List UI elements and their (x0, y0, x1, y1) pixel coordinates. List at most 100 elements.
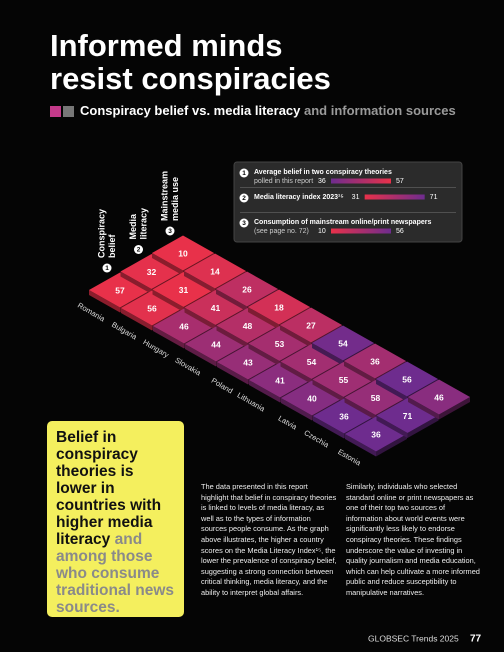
tile-side (344, 361, 375, 384)
title: resist conspiracies (50, 61, 331, 96)
tile-top (184, 253, 246, 289)
tile-top (312, 325, 374, 361)
value-label: 58 (371, 393, 381, 403)
tile-side (312, 379, 344, 402)
legend-min: 31 (352, 194, 360, 201)
tile-side (184, 271, 215, 294)
number-badge (239, 168, 249, 178)
tile-side (249, 380, 280, 403)
legend-bar (331, 228, 391, 234)
legend-max: 71 (430, 194, 438, 201)
tile-side (248, 307, 279, 330)
legend-min: 36 (318, 178, 326, 185)
value-label: 54 (307, 357, 317, 367)
tile-side (248, 343, 280, 366)
highlight-rest: and among those who consume traditional … (56, 531, 174, 616)
value-label: 71 (403, 411, 413, 421)
tile-side (376, 415, 408, 438)
tile-side (407, 415, 439, 438)
column-header: Media (128, 213, 138, 240)
tile-side (376, 379, 407, 402)
number-label: 3 (242, 220, 246, 227)
value-label: 10 (178, 248, 188, 258)
legend-label: (see page no. 72) (254, 228, 309, 235)
country-label: Slovakia (173, 355, 203, 377)
tile-side (152, 253, 183, 276)
column-header: Mainstream (159, 171, 169, 221)
value-label: 57 (115, 285, 125, 295)
tile-side (217, 362, 248, 385)
value-label: 31 (179, 285, 189, 295)
value-label: 18 (274, 302, 284, 312)
legend-label: polled in this report (254, 178, 313, 185)
country-label: Czechia (303, 428, 332, 450)
number-label: 2 (137, 247, 141, 254)
tile-side (344, 397, 376, 420)
value-label: 14 (210, 266, 220, 276)
value-label: 26 (242, 284, 252, 294)
legend-bar (364, 194, 425, 200)
country-label: Latvia (277, 414, 300, 432)
tile-side (89, 290, 120, 313)
number-badge (165, 226, 175, 236)
tile-side (216, 325, 248, 348)
body-text: Similarly, individuals who selected stan… (346, 482, 480, 597)
value-label: 46 (179, 321, 189, 331)
value-label: 53 (275, 339, 285, 349)
number-badge (102, 263, 112, 273)
tile-top (152, 235, 214, 271)
legend-label: Media literacy index 2023¹⁵ (254, 194, 344, 201)
legend-label-bold: Average belief in two conspiracy theorie… (254, 169, 392, 176)
legend-min: 10 (318, 228, 326, 235)
number-label: 2 (242, 195, 246, 202)
legend-max: 56 (396, 228, 404, 235)
tile-side (312, 343, 343, 366)
highlight-bold: Belief in conspiracy theories is lower i… (56, 429, 162, 548)
value-label: 54 (338, 338, 348, 348)
value-label: 40 (307, 393, 317, 403)
value-label: 36 (370, 356, 380, 366)
tile-side (121, 308, 152, 331)
value-label: 41 (275, 375, 285, 385)
value-label: 56 (147, 303, 157, 313)
footer-source: GLOBSEC Trends 2025 (368, 633, 459, 643)
value-label: 36 (339, 411, 349, 421)
number-label: 3 (168, 228, 172, 235)
legend-label-bold: Media literacy index 2023¹⁵ (254, 194, 344, 201)
tile-side (345, 434, 376, 457)
icon (63, 106, 74, 117)
tile-side (280, 325, 311, 348)
number-label: 1 (242, 170, 246, 177)
legend-bar (331, 178, 391, 184)
legend-label-rest: (see page no. 72) (254, 228, 309, 235)
tile-side (280, 361, 312, 384)
legend-label-bold: Consumption of mainstream online/print n… (254, 219, 431, 226)
column-header: belief (107, 233, 117, 258)
legend-max: 57 (396, 178, 404, 185)
tile-side (376, 434, 407, 457)
tile-side (184, 307, 216, 330)
tile-side (152, 289, 184, 312)
tile-top (280, 307, 342, 343)
subtitle-rest: and information sources (304, 103, 456, 118)
value-label: 43 (243, 357, 253, 367)
tile (408, 379, 470, 420)
value-label: 32 (147, 267, 157, 277)
value-label: 44 (211, 339, 221, 349)
tile-top (344, 343, 406, 379)
number-badge (134, 245, 143, 254)
tile-side (313, 416, 344, 439)
tile-top (408, 379, 470, 415)
tile-side (408, 397, 439, 420)
subtitle-bold: Conspiracy belief vs. media literacy (80, 103, 301, 118)
country-label: Lithuania (236, 390, 268, 413)
tile-top (248, 289, 310, 325)
value-label: 48 (243, 321, 253, 331)
country-label: Hungary (141, 337, 170, 359)
country-label: Poland (210, 376, 235, 395)
country-label: Bulgaria (110, 320, 139, 342)
body-text: The data presented in this report highli… (201, 482, 337, 597)
legend-label-rest: polled in this report (254, 178, 313, 185)
